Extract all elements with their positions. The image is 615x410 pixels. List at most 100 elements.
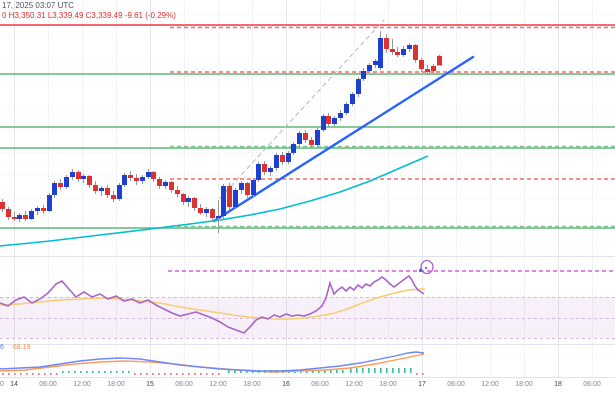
candle-down[interactable] [425,69,430,72]
macd-histogram-bar [240,370,242,373]
candle-up[interactable] [338,113,343,118]
candle-down[interactable] [384,38,389,49]
candle-up[interactable] [286,153,291,162]
candle-down[interactable] [198,208,203,213]
candle-down[interactable] [105,188,110,195]
candle-up[interactable] [401,49,406,55]
candle-down[interactable] [210,209,215,218]
candle-up[interactable] [186,198,191,202]
candle-up[interactable] [407,45,412,49]
candle-up[interactable] [216,216,221,218]
time-label-day: 18 [554,381,562,388]
candle-down[interactable] [326,116,331,124]
ohlc-readout: 0 H3,350.31 L3,339.49 C3,339.49 -9.61 (-… [2,11,176,20]
candle-up[interactable] [332,118,337,124]
candle-up[interactable] [64,177,69,187]
moving-average-line [0,155,429,247]
candle-up[interactable] [140,177,145,181]
candle-up[interactable] [251,180,256,195]
candle-down[interactable] [6,209,11,217]
candle-up[interactable] [221,186,226,216]
candle-down[interactable] [0,202,5,209]
candle-down[interactable] [93,185,98,191]
candle-up[interactable] [256,164,261,180]
time-label: 06:00 [311,381,329,388]
time-label: 06:00 [39,381,57,388]
candle-up[interactable] [239,183,244,190]
candle-up[interactable] [47,195,52,211]
candle-up[interactable] [17,215,22,219]
candle-down[interactable] [111,195,116,199]
candle-down[interactable] [395,52,400,55]
candle-up[interactable] [356,79,361,94]
macd-histogram-bar [62,371,64,373]
candle-up[interactable] [52,183,57,195]
candle-down[interactable] [134,178,139,181]
time-axis[interactable]: 0 14 06:00 12:00 18:00 15 06:00 12:00 18:00 16 06:… [0,380,615,410]
candle-up[interactable] [268,168,273,172]
candle-down[interactable] [437,55,442,66]
candle-down[interactable] [157,179,162,186]
candle-down[interactable] [390,49,395,52]
candle-down[interactable] [175,190,180,194]
candle-up[interactable] [204,209,209,213]
macd-histogram-bar [306,370,308,373]
candle-down[interactable] [192,198,197,208]
candle-up[interactable] [122,175,127,185]
candle-up[interactable] [81,176,86,179]
candle-down[interactable] [419,60,424,69]
candle-up[interactable] [99,188,104,191]
candle-down[interactable] [413,45,418,60]
candle-down[interactable] [262,164,267,172]
candle-down[interactable] [303,133,308,140]
candle-up[interactable] [350,94,355,104]
candle-up[interactable] [35,208,40,211]
rising-trendline-blue[interactable] [212,55,475,223]
candle-down[interactable] [151,172,156,179]
time-label: 06:00 [583,381,601,388]
candle-down[interactable] [245,183,250,195]
macd-histogram-bar [422,373,424,375]
candle-down[interactable] [280,155,285,162]
candle-down[interactable] [12,217,17,219]
candle-up[interactable] [163,182,168,186]
candle-down[interactable] [23,215,28,219]
candle-up[interactable] [344,104,349,113]
candle-up[interactable] [361,71,366,79]
indicator-value-orange: 68.19 [12,344,31,351]
measure-line-gray-dashed[interactable] [219,19,385,199]
candle-down[interactable] [169,182,174,190]
candle-down[interactable] [309,140,314,145]
macd-histogram-bar [228,370,230,373]
macd-histogram-bar [212,373,214,375]
candle-up[interactable] [378,38,383,68]
candle-down[interactable] [41,208,46,211]
candle-down[interactable] [87,176,92,185]
candle-up[interactable] [146,172,151,177]
candle-up[interactable] [373,61,378,65]
candle-up[interactable] [291,144,296,153]
candle-up[interactable] [321,116,326,130]
time-label-day: 15 [146,381,154,388]
candle-down[interactable] [181,194,186,202]
candle-down[interactable] [58,183,63,187]
candle-up[interactable] [297,133,302,144]
macd-histogram-bar [38,373,40,375]
candle-up[interactable] [117,185,122,199]
candle-up[interactable] [233,190,238,207]
candle-up[interactable] [367,65,372,71]
candle-down[interactable] [227,186,232,207]
macd-histogram-bar [188,373,190,375]
time-label: 18:00 [515,381,533,388]
candle-down[interactable] [128,175,133,178]
candle-down[interactable] [431,66,436,71]
candle-up[interactable] [29,211,34,219]
annotation-circle-marker[interactable] [420,259,434,275]
candle-up[interactable] [274,155,279,168]
candle-up[interactable] [70,172,75,177]
candle-down[interactable] [76,172,81,179]
macd-histogram-bar [14,373,16,375]
candle-up[interactable] [315,130,320,145]
macd-histogram-bar [342,370,344,373]
